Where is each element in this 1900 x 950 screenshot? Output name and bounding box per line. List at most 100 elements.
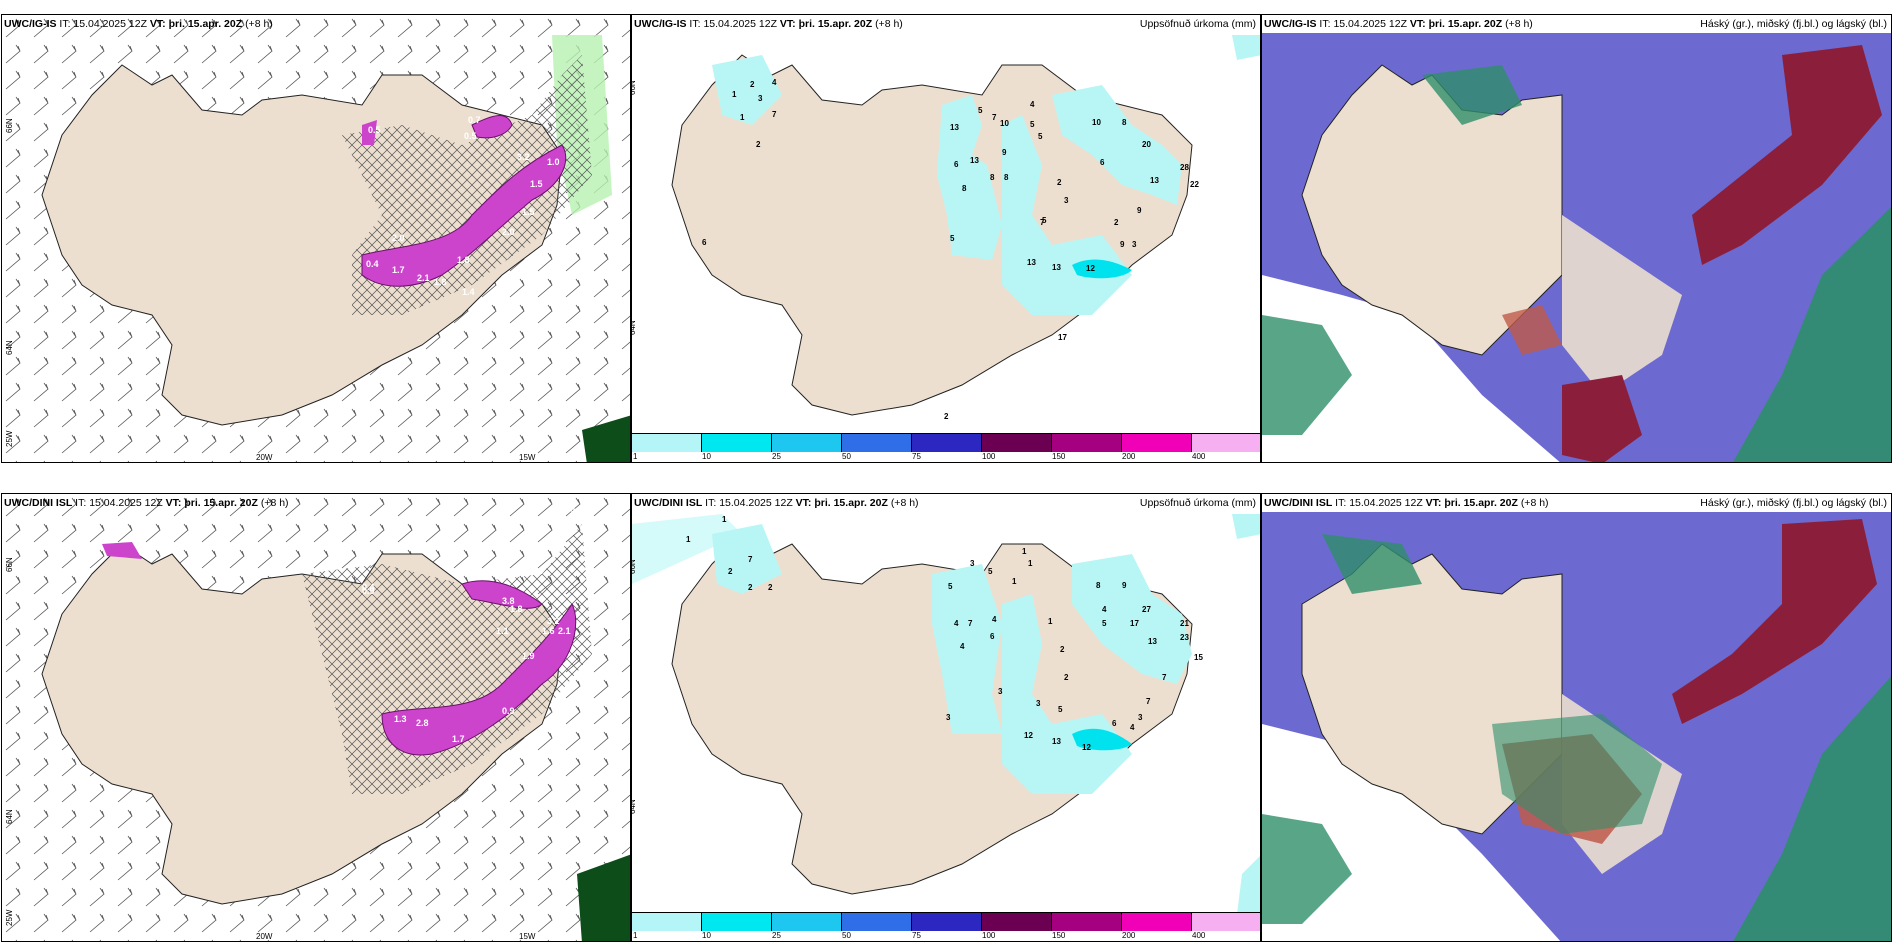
precip-value: 5: [948, 582, 953, 591]
wind-value: 1.4: [462, 287, 475, 297]
wind-map: 0.7 0.5 1.5 3.2 1.0 1.5 2.0 1.8 2.0 0.5 …: [2, 15, 630, 462]
precip-value: 8: [1096, 581, 1101, 590]
precip-value: 21: [1180, 619, 1189, 628]
precip-area: [932, 564, 1002, 734]
precip-value: 13: [1148, 637, 1157, 646]
iceland-land: [671, 54, 1193, 416]
cloud-panel-row2: UWC/DINI ISL IT: 15.04.2025 12Z VT: þri.…: [1261, 493, 1892, 942]
precip-value: 2: [1060, 645, 1065, 654]
wind-value: 3.2: [547, 616, 560, 626]
colorbar-label: 200: [1122, 452, 1136, 461]
wind-value: 2.8: [416, 718, 429, 728]
colorbar-segment: [842, 434, 912, 452]
precip-title: Uppsöfnuð úrkoma (mm): [1139, 18, 1256, 30]
wind-value: 1.8: [510, 604, 523, 614]
wind-value: 1.1: [496, 626, 509, 636]
low-cloud-area: [1672, 519, 1877, 724]
colorbar-segment: [1052, 434, 1122, 452]
colorbar-label: 10: [702, 452, 711, 461]
precip-value: 17: [1130, 619, 1139, 628]
colorbar-label: 200: [1122, 931, 1136, 940]
wind-value: 0.5: [464, 131, 477, 141]
precip-value: 4: [1102, 605, 1107, 614]
wind-value: 1.5: [530, 179, 543, 189]
lat-label: 66N: [631, 80, 637, 95]
colorbar-labels: 1 10 25 50 75 100 150 200 400: [632, 452, 1260, 462]
wind-value: 2.1: [558, 626, 571, 636]
wind-value: 1.9: [522, 651, 535, 661]
precip-value: 4: [992, 615, 997, 624]
wind-value: 1.7: [392, 265, 405, 275]
precip-value: 8: [1004, 173, 1009, 182]
cloud-title: Háský (gr.), miðský (fj.bl.) og lágský (…: [1700, 18, 1887, 30]
precip-value: 7: [1146, 697, 1151, 706]
precip-value: 5: [1030, 120, 1035, 129]
precip-value: 4: [772, 78, 777, 87]
colorbar-segment: [702, 434, 772, 452]
lat-label: 64N: [5, 809, 14, 824]
cloud-title: Háský (gr.), miðský (fj.bl.) og lágský (…: [1700, 497, 1887, 509]
colorbar-labels: 1 10 25 50 75 100 150 200 400: [632, 931, 1260, 941]
precip-value: 5: [1038, 132, 1043, 141]
wind-value: 3.8: [502, 596, 515, 606]
precip-value: 1: [740, 113, 745, 122]
precip-value: 6: [990, 632, 995, 641]
precip-value: 9: [1137, 206, 1142, 215]
precip-value: 22: [1190, 180, 1199, 189]
precip-value: 5: [1058, 705, 1063, 714]
precip-value: 15: [1194, 653, 1203, 662]
wind-value: 1.5: [470, 568, 483, 578]
wind-value: 1.5: [522, 207, 535, 217]
cloud-map: [1262, 33, 1891, 462]
wind-value: 0.7: [468, 115, 481, 125]
lat-label: 66N: [5, 118, 14, 133]
precip-value: 1: [1028, 559, 1033, 568]
precip-panel-row1: UWC/IG-IS IT: 15.04.2025 12Z VT: þri. 15…: [631, 14, 1261, 463]
precip-value: 10: [1000, 119, 1009, 128]
colorbar-label: 1: [633, 452, 638, 461]
precip-value: 12: [1082, 743, 1091, 752]
wind-value: 2.1: [417, 273, 430, 283]
colorbar-label: 400: [1192, 931, 1206, 940]
lat-label: 64N: [631, 799, 637, 814]
panel-header: UWC/IG-IS IT: 15.04.2025 12Z VT: þri. 15…: [634, 18, 903, 30]
mid-cloud-area: [1733, 206, 1891, 462]
colorbar-segment: [1122, 434, 1192, 452]
mid-cloud-area: [1492, 714, 1662, 834]
lat-label: 66N: [5, 557, 14, 572]
precip-value: 2: [728, 567, 733, 576]
precip-value: 28: [1180, 163, 1189, 172]
wind-value: 0.9: [362, 586, 375, 596]
lat-label: 66N: [631, 559, 637, 574]
precip-map: 1 2 3 4 7 1 2 6 13 6 13 8 8 8 9 5 7 10 4…: [671, 35, 1260, 421]
wind-panel-row2: UWC/DINI ISL IT: 15.04.2025 12Z VT: þri.…: [1, 493, 631, 942]
precip-value: 2: [1064, 673, 1069, 682]
colorbar-label: 400: [1192, 452, 1206, 461]
wind-gust-area: [361, 144, 567, 287]
precip-value: 6: [1100, 158, 1105, 167]
colorbar-label: 25: [772, 452, 781, 461]
colorbar-segment: [912, 434, 982, 452]
precip-colorbar: [632, 433, 1260, 452]
precip-value: 7: [968, 619, 973, 628]
precip-panel-row2: UWC/DINI ISL IT: 15.04.2025 12Z VT: þri.…: [631, 493, 1261, 942]
precip-value: 9: [1122, 581, 1127, 590]
precip-value: 13: [970, 156, 979, 165]
precip-value: 7: [748, 555, 753, 564]
precip-value: 6: [1112, 719, 1117, 728]
precip-value: 2: [756, 140, 761, 149]
colorbar-segment: [1192, 434, 1260, 452]
precip-value: 3: [998, 687, 1003, 696]
precip-value: 4: [960, 642, 965, 651]
precip-value: 13: [1052, 737, 1061, 746]
wind-value: 2.0: [392, 233, 405, 243]
wind-value: 0.9: [502, 706, 515, 716]
lon-label: 20W: [256, 932, 273, 941]
panel-header: UWC/IG-IS IT: 15.04.2025 12Z VT: þri. 15…: [4, 18, 273, 30]
panel-header: UWC/DINI ISL IT: 15.04.2025 12Z VT: þri.…: [634, 497, 919, 509]
precip-value: 8: [1122, 118, 1127, 127]
wind-map: 0.4 1.5 1.8 0.9 1.6 3.8 3.2 2.1 1.1 1.9 …: [2, 494, 630, 941]
cloud-map: [1262, 512, 1891, 941]
precip-value: 2: [750, 80, 755, 89]
precip-value: 20: [1142, 140, 1151, 149]
